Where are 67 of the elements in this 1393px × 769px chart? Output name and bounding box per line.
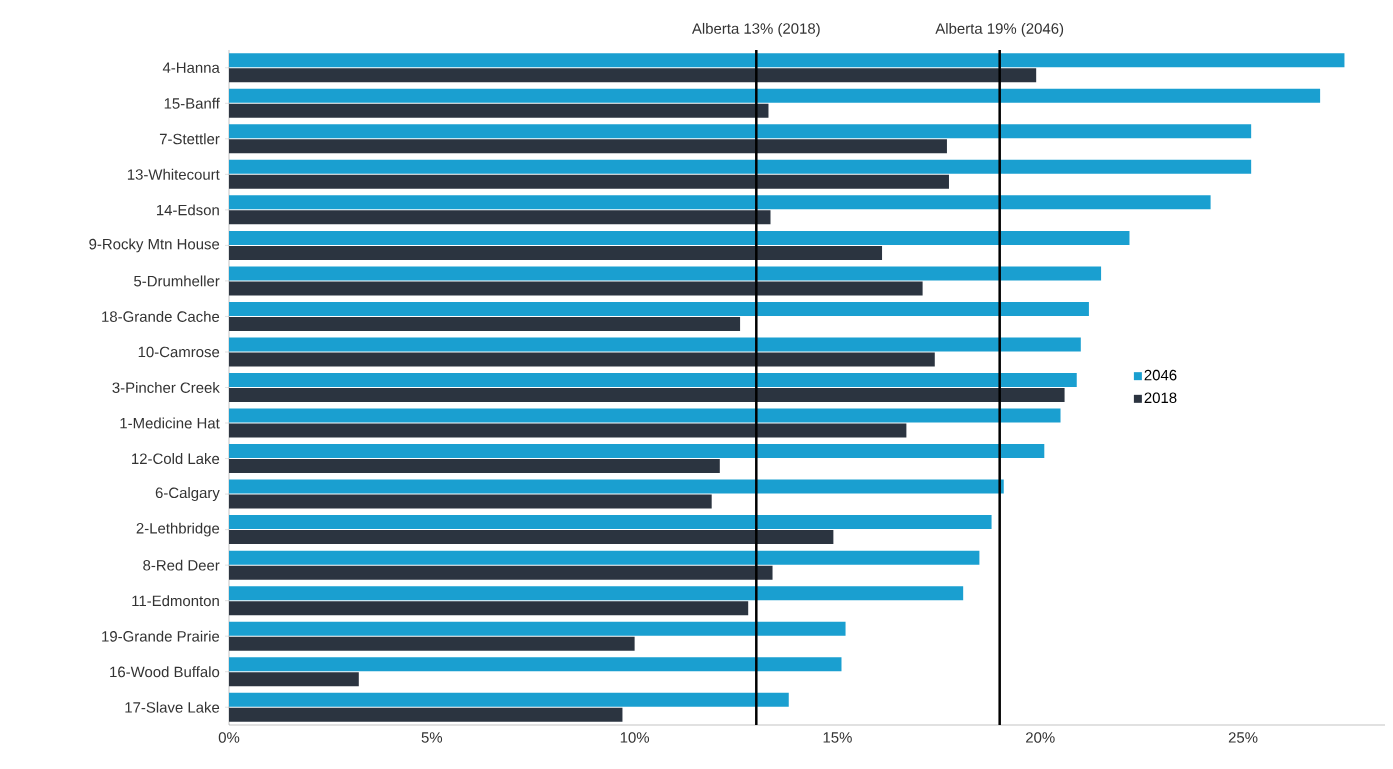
y-tick-label: 11-Edmonton [132,595,219,607]
bar [229,245,883,260]
bar [229,337,1081,352]
bar [229,672,359,687]
x-tick-label: 10% [620,732,650,743]
bar [229,281,923,296]
bar [229,621,846,636]
bar [229,479,1004,494]
y-tick-label: 13-Whitecourt [127,168,220,180]
bar [229,159,1252,174]
bar [229,444,1045,459]
bar [229,68,1037,83]
bar [229,388,1065,402]
y-tick-label: 3-Pincher Creek [112,382,220,393]
y-tick-label: 17-Slave Lake [125,701,220,713]
bar [229,352,935,367]
y-tick-label: 10-Camrose [138,346,220,358]
y-tick-label: 9-Rocky Mtn House [89,238,220,253]
x-tick-label: 25% [1228,732,1258,743]
y-tick-label: 18-Grande Cache [102,310,220,322]
y-tick-label: 12-Cold Lake [132,453,220,465]
bar [229,195,1211,210]
bar [229,266,1102,281]
bar [229,586,964,601]
bar [229,301,1089,316]
y-tick-label: 4-Hanna [162,62,220,73]
bar [229,494,712,509]
bar [229,423,907,438]
bar [229,139,947,154]
y-tick-label: 14-Edson [156,204,219,216]
x-tick-label: 20% [1026,732,1055,743]
y-tick-label: 5-Drumheller [134,275,220,287]
bar [229,53,1345,68]
bar [229,601,749,616]
bar [229,88,1321,103]
bar [229,210,771,225]
y-tick-label: 19-Grande Prairie [102,630,220,642]
bar [229,373,1077,387]
bar [229,657,842,672]
x-tick-label: 15% [823,732,852,743]
bar [229,408,1061,423]
bar [229,103,769,118]
bar [229,565,773,580]
bar [229,316,741,331]
bar [229,174,949,189]
y-tick-label: 6-Calgary [155,487,220,502]
bar [229,550,980,565]
bar [229,124,1252,139]
legend-label: 2018 [1144,392,1177,404]
bar [229,530,834,545]
ref-line-label: Alberta 19% (2046) [935,22,1064,37]
bar [229,515,992,530]
y-tick-label: 2-Lethbridge [136,522,220,537]
y-tick-label: 16-Wood Buffalo [110,666,220,678]
y-tick-label: 1-Medicine Hat [120,417,220,429]
x-tick-label: 5% [421,732,443,743]
bar [229,707,623,722]
bar [229,459,720,474]
x-tick-label: 0% [218,732,240,743]
ref-line-label: Alberta 13% (2018) [691,22,820,37]
bar [229,692,789,707]
bar [229,230,1130,245]
bar [229,636,635,651]
y-tick-label: 8-Red Deer [143,559,220,571]
legend-label: 2046 [1144,369,1177,381]
y-tick-label: 15-Banff [164,97,220,109]
y-tick-label: 7-Stettler [159,133,220,145]
